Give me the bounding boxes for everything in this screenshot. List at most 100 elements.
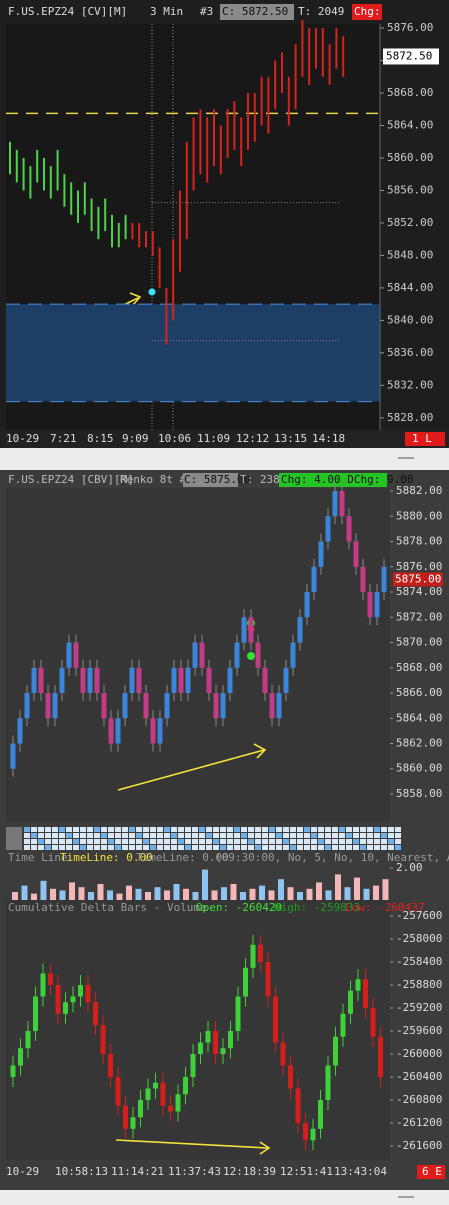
heat-cell <box>213 833 219 838</box>
heat-cell <box>45 839 51 844</box>
time-label: 13:15 <box>274 432 307 445</box>
heat-cell <box>24 833 30 838</box>
renko-brick <box>115 718 121 744</box>
heat-cell <box>234 833 240 838</box>
heat-cell <box>143 845 149 850</box>
heat-cell <box>248 827 254 832</box>
renko-brick <box>360 566 366 593</box>
heat-cell <box>185 839 191 844</box>
heat-cell <box>360 827 366 832</box>
y-tick-label: 5876.00 <box>396 560 442 573</box>
y-tick-label: -259200 <box>396 1001 442 1014</box>
heat-cell <box>108 845 114 850</box>
heat-cell <box>276 827 282 832</box>
heat-cell <box>255 827 261 832</box>
histogram-bar <box>259 885 265 900</box>
candle-body <box>250 944 256 968</box>
heat-cell <box>108 827 114 832</box>
renko-brick <box>332 491 338 517</box>
y-tick-label: -260400 <box>396 1070 442 1083</box>
histogram-bar <box>31 893 37 900</box>
heat-cell <box>73 833 79 838</box>
heat-cell <box>52 845 58 850</box>
candle-body <box>100 1025 106 1055</box>
heat-cell <box>101 833 107 838</box>
histogram-bar <box>50 888 56 900</box>
heat-cell <box>45 827 51 832</box>
candle-body <box>310 1128 316 1141</box>
heat-cell <box>332 839 338 844</box>
heat-cell <box>73 827 79 832</box>
close-box <box>183 473 238 487</box>
candle-body <box>168 1105 173 1112</box>
last-price: 5875.00 <box>395 572 441 585</box>
y-tick-label: 5880.00 <box>396 509 442 522</box>
y-tick-label: -258400 <box>396 955 442 968</box>
heat-cell <box>157 845 163 850</box>
heat-cell <box>381 833 387 838</box>
heat-cell <box>353 845 359 850</box>
candle-body <box>25 1031 31 1049</box>
time-label: 9:09 <box>122 432 149 445</box>
heat-cell <box>59 827 65 832</box>
heat-strip <box>24 827 401 850</box>
heat-cell <box>248 833 254 838</box>
heat-cell <box>115 827 121 832</box>
time-label: 10:58:13 <box>55 1165 108 1178</box>
renko-brick <box>38 667 44 694</box>
y-tick-label: 5828.00 <box>387 411 433 424</box>
time-label: 7:21 <box>50 432 77 445</box>
heat-cell <box>276 845 282 850</box>
heat-cell <box>360 839 366 844</box>
status: 1 L <box>412 432 432 445</box>
symbol: F.US.EPZ24 [CBV][M] <box>8 473 134 486</box>
heat-cell <box>192 827 198 832</box>
renko-brick <box>206 667 212 694</box>
histogram-bar <box>249 888 256 900</box>
study-title: Time Line <box>8 851 68 864</box>
heat-cell <box>164 839 170 844</box>
candle-body <box>63 1002 68 1014</box>
time-label: 10:06 <box>158 432 191 445</box>
heat-cell <box>269 845 275 850</box>
heat-cell <box>38 845 44 850</box>
heat-cell <box>395 833 401 838</box>
renko-brick <box>290 642 296 668</box>
heat-cell <box>311 827 317 832</box>
candle-body <box>243 967 248 997</box>
heat-cell <box>122 833 128 838</box>
heat-cell <box>325 827 331 832</box>
y-tick-label: 5864.00 <box>396 711 442 724</box>
splitter[interactable] <box>0 448 449 470</box>
y-tick-label: -257600 <box>396 909 442 922</box>
bar-number: #3 <box>200 5 213 18</box>
heat-cell <box>31 827 37 832</box>
histogram-bar <box>230 884 237 900</box>
heat-cell <box>353 839 359 844</box>
renko-brick <box>374 592 380 618</box>
heat-cell <box>31 845 37 850</box>
renko-brick <box>241 617 247 643</box>
heat-cell <box>164 833 170 838</box>
heat-cell <box>262 839 268 844</box>
y-tick-label: 5858.00 <box>396 787 442 800</box>
study-value: TimeLine: 0.00 <box>136 851 229 864</box>
heat-cell <box>143 839 149 844</box>
last-price: 5872.50 <box>386 49 432 62</box>
renko-brick <box>192 642 198 668</box>
study-high: High: -259833 <box>274 901 360 914</box>
histogram-bar <box>335 874 341 900</box>
candle-body <box>265 961 271 997</box>
heat-cell <box>297 839 303 844</box>
heat-cell <box>311 833 317 838</box>
heat-cell <box>220 839 226 844</box>
heat-cell <box>101 839 107 844</box>
heat-cell <box>206 833 212 838</box>
renko-brick <box>248 617 254 643</box>
y-tick-label: 5868.00 <box>396 661 442 674</box>
candle-body <box>130 1117 136 1129</box>
heat-cell <box>136 827 142 832</box>
renko-brick <box>325 516 331 542</box>
heat-cell <box>290 833 296 838</box>
histogram-bar <box>306 888 313 900</box>
